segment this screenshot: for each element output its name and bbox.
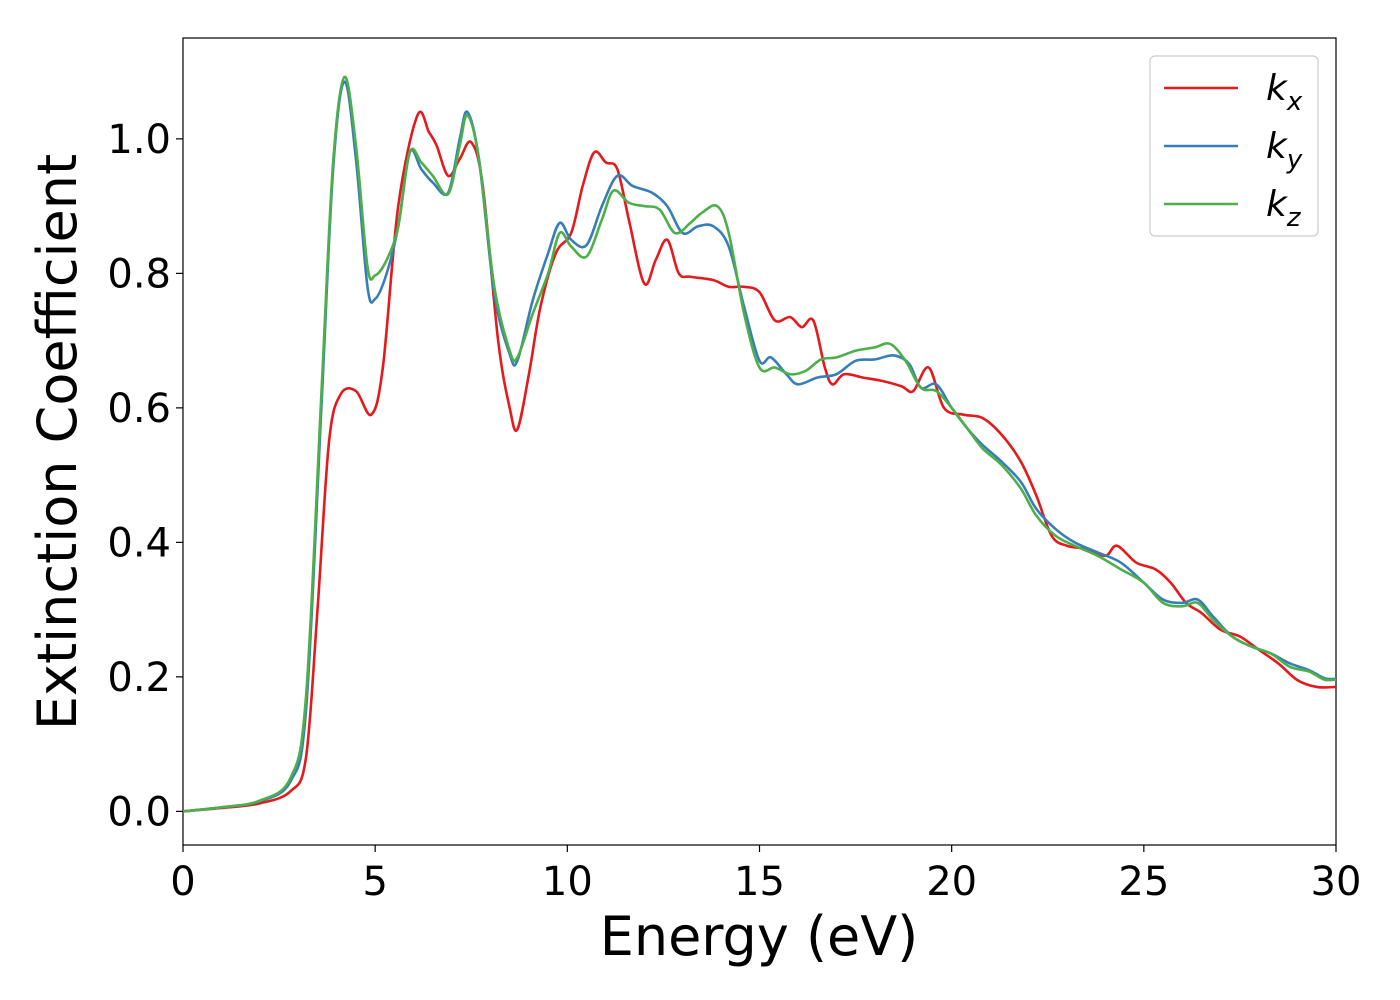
x-tick-label: 10 (542, 859, 593, 905)
series-layer (183, 75, 1336, 813)
y-tick-label: 0.4 (107, 520, 171, 566)
x-axis-title: Energy (eV) (600, 905, 919, 968)
series-line-ky (183, 80, 1336, 813)
y-axis: 0.0 0.2 0.4 0.6 0.8 1.0 (107, 117, 183, 835)
series-line-kx (183, 110, 1336, 813)
y-tick-label: 0.2 (107, 655, 171, 701)
x-tick-label: 15 (734, 859, 785, 905)
x-tick-label: 25 (1118, 859, 1169, 905)
x-tick-label: 30 (1311, 859, 1362, 905)
x-tick-label: 5 (362, 859, 387, 905)
series-line-kz (183, 75, 1336, 813)
y-tick-label: 0.8 (107, 251, 171, 297)
x-tick-label: 0 (170, 859, 195, 905)
y-tick-label: 0.0 (107, 789, 171, 835)
x-axis: 0 5 10 15 20 25 30 (170, 845, 1361, 905)
y-tick-label: 0.6 (107, 386, 171, 432)
y-tick-label: 1.0 (107, 117, 171, 163)
y-axis-title: Extinction Coefficient (26, 154, 89, 730)
x-tick-label: 20 (926, 859, 977, 905)
